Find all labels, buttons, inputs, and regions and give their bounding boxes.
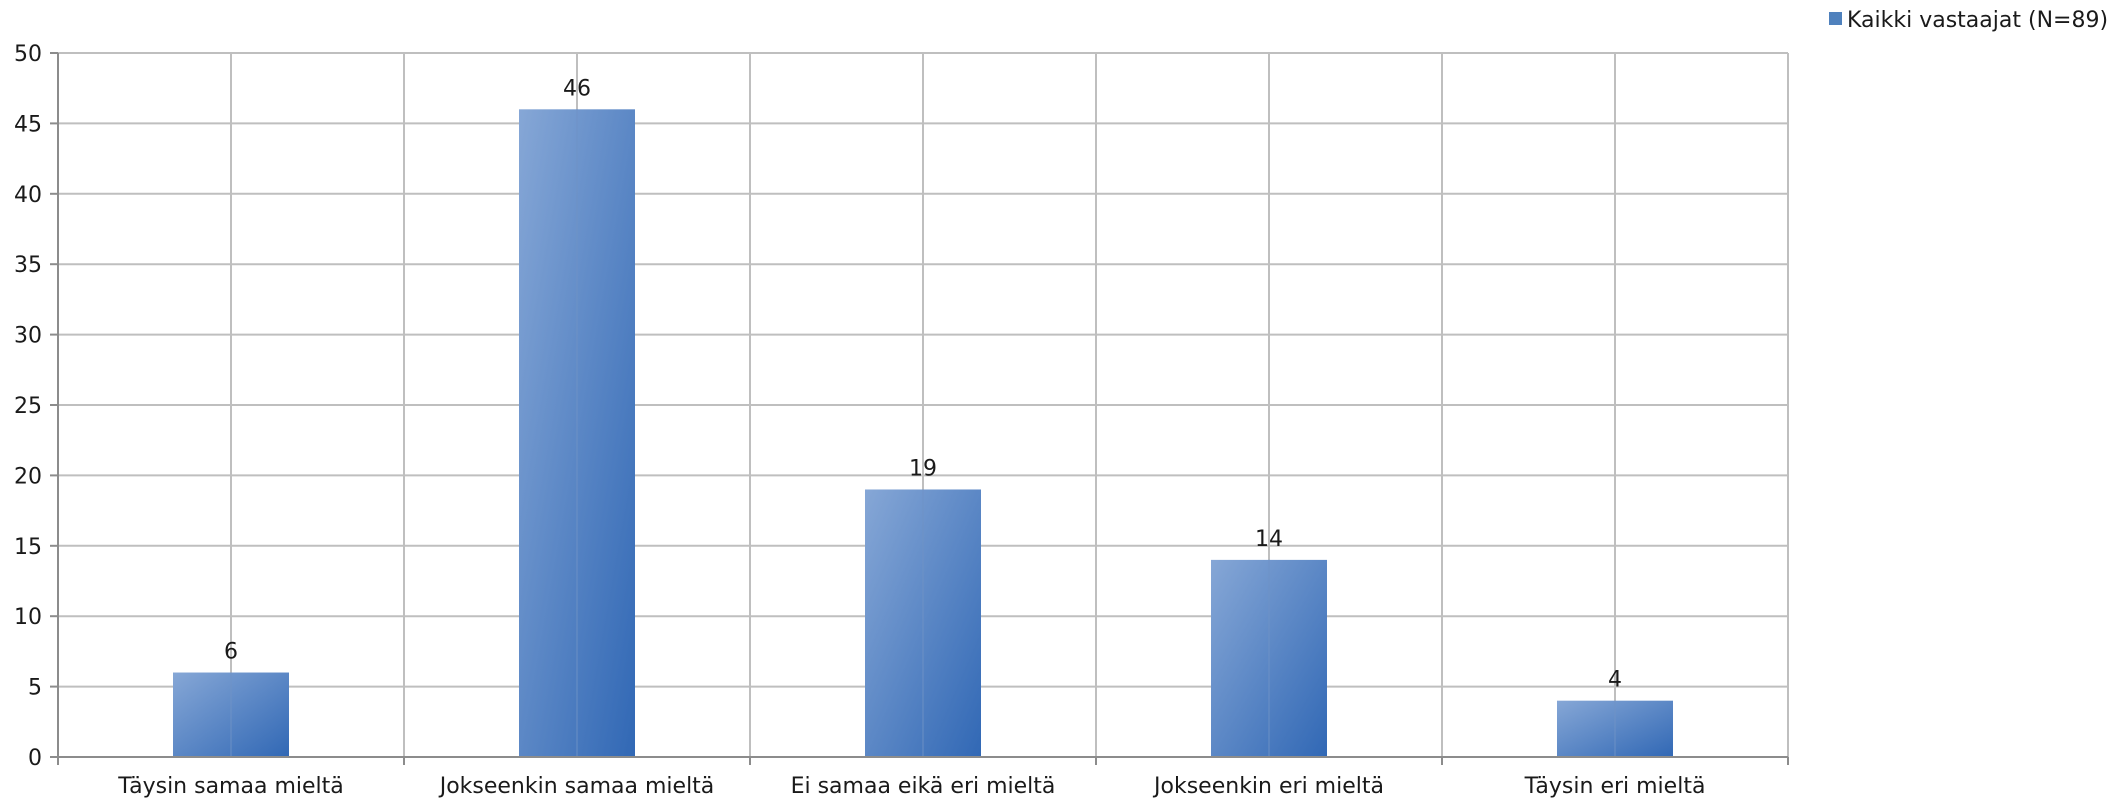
y-tick-label: 10 — [14, 605, 42, 630]
data-label: 4 — [1608, 668, 1622, 693]
labels-layer: 0 5 10 15 20 25 30 35 40 45 50 6 Täysin samaa mieltä… — [14, 42, 1705, 799]
category-label: Jokseenkin eri mieltä — [1152, 774, 1384, 799]
legend: Kaikki vastaajat (N=89) — [1829, 8, 2108, 33]
category-label: Täysin samaa mieltä — [117, 774, 344, 799]
y-tick-label: 15 — [14, 535, 42, 560]
legend-swatch — [1829, 12, 1842, 25]
data-label: 46 — [563, 76, 591, 101]
category-label: Jokseenkin samaa mieltä — [438, 774, 715, 799]
y-tick-label: 50 — [14, 42, 42, 67]
data-label: 19 — [909, 456, 937, 481]
y-tick-label: 25 — [14, 394, 42, 419]
y-tick-label: 45 — [14, 112, 42, 137]
y-tick-label: 30 — [14, 324, 42, 349]
legend-label: Kaikki vastaajat (N=89) — [1847, 8, 2108, 33]
axes-layer — [50, 52, 1789, 765]
y-tick-label: 20 — [14, 464, 42, 489]
y-tick-label: 5 — [28, 676, 42, 701]
data-label: 14 — [1255, 527, 1283, 552]
category-label: Täysin eri mieltä — [1524, 774, 1706, 799]
y-tick-label: 0 — [28, 746, 42, 771]
category-label: Ei samaa eikä eri mieltä — [791, 774, 1056, 799]
bars-layer — [173, 109, 1673, 757]
y-tick-label: 40 — [14, 183, 42, 208]
y-tick-label: 35 — [14, 253, 42, 278]
data-label: 6 — [224, 640, 238, 665]
